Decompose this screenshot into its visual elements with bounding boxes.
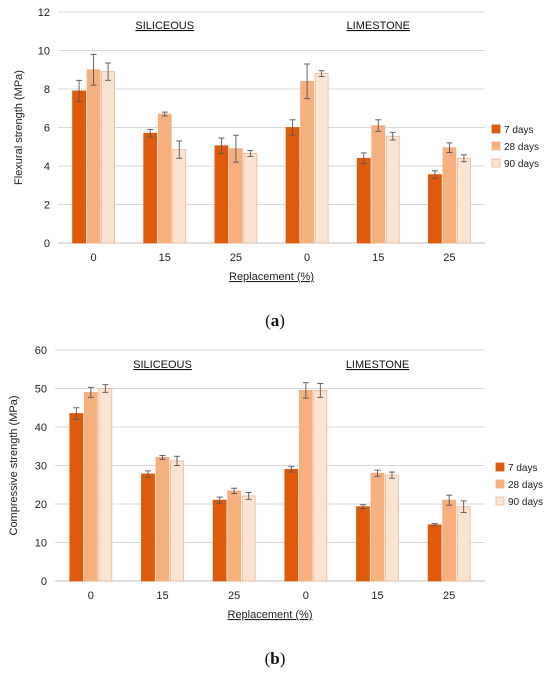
bar <box>227 490 242 582</box>
legend-label: 90 days <box>508 497 543 508</box>
legend-swatch <box>495 479 505 489</box>
y-tick-label: 10 <box>38 46 50 58</box>
x-tick-label: 15 <box>371 590 383 602</box>
x-tick-label: 25 <box>443 590 455 602</box>
bar <box>428 174 442 244</box>
y-tick-label: 60 <box>35 345 47 357</box>
bar <box>172 149 187 244</box>
bar <box>212 499 227 582</box>
x-tick-label: 0 <box>91 252 97 264</box>
y-tick-label: 10 <box>35 538 47 550</box>
bar <box>214 145 229 244</box>
bar <box>456 506 471 582</box>
bar <box>298 390 313 582</box>
y-tick-label: 20 <box>35 499 47 511</box>
legend-swatch <box>495 496 505 506</box>
bar <box>243 153 258 244</box>
bar <box>241 495 256 582</box>
x-tick-label: 0 <box>304 252 310 264</box>
y-tick-label: 12 <box>38 7 50 19</box>
bar <box>155 457 170 582</box>
bar <box>69 413 84 582</box>
x-tick-label: 25 <box>230 252 242 264</box>
legend-label: 28 days <box>504 142 539 153</box>
bar <box>300 80 314 244</box>
bar <box>170 460 184 582</box>
y-axis-title: Compressive strength (MPa) <box>8 396 20 536</box>
bar <box>356 157 371 244</box>
y-tick-label: 0 <box>44 238 50 250</box>
legend-label: 28 days <box>508 480 543 491</box>
x-tick-label: 15 <box>372 252 384 264</box>
legend-label: 7 days <box>504 125 533 136</box>
bar <box>314 73 329 244</box>
group-label: LIMESTONE <box>346 359 409 371</box>
y-tick-label: 40 <box>35 422 47 434</box>
legend-label: 90 days <box>504 159 539 170</box>
bar <box>141 473 155 582</box>
bar <box>356 506 370 582</box>
x-tick-label: 0 <box>303 590 309 602</box>
group-label: LIMESTONE <box>347 20 410 32</box>
y-tick-label: 2 <box>44 200 50 212</box>
y-tick-label: 0 <box>41 576 47 588</box>
group-label: SILICEOUS <box>135 20 194 32</box>
legend-swatch <box>491 124 501 134</box>
panel-caption: (a) <box>265 311 285 330</box>
bar <box>371 125 386 244</box>
y-tick-label: 6 <box>44 123 50 135</box>
flexural-strength-chart: 0 2 4 6 8 10 12 0 15 25 0 15 25 SILICEOUS LIMESTONE Rep… <box>13 7 539 330</box>
bar <box>83 391 98 582</box>
legend-swatch <box>491 158 501 168</box>
x-tick-label: 0 <box>88 590 94 602</box>
y-tick-label: 30 <box>35 461 47 473</box>
y-axis-title: Flexural strength (MPa) <box>13 70 25 185</box>
group-label: SILICEOUS <box>133 359 192 371</box>
bar <box>72 90 86 244</box>
bar <box>370 472 385 582</box>
bar <box>229 148 243 244</box>
bar <box>284 468 299 582</box>
bar <box>457 157 471 244</box>
x-tick-label: 25 <box>443 252 455 264</box>
x-axis-title: Replacement (%) <box>228 609 313 621</box>
panel-caption: (b) <box>265 649 286 668</box>
legend-swatch <box>495 462 505 472</box>
bar <box>385 135 400 244</box>
bar <box>143 132 158 244</box>
bar <box>385 474 399 582</box>
bar <box>157 113 172 244</box>
y-tick-label: 50 <box>35 384 47 396</box>
compressive-strength-chart: 0 10 20 30 40 50 60 0 15 25 0 15 25 SILICEOUS LIMESTON… <box>8 345 543 668</box>
x-axis-title: Replacement (%) <box>229 271 314 283</box>
x-tick-label: 15 <box>156 590 168 602</box>
bar <box>101 71 115 244</box>
bar <box>313 390 328 582</box>
legend-label: 7 days <box>508 463 537 474</box>
x-tick-label: 25 <box>228 590 240 602</box>
y-tick-label: 4 <box>44 161 50 173</box>
bar <box>442 499 457 582</box>
bar <box>427 524 442 582</box>
legend-swatch <box>491 141 501 151</box>
bar <box>285 127 300 244</box>
x-tick-label: 15 <box>159 252 171 264</box>
bar <box>86 69 101 244</box>
bar <box>98 388 113 582</box>
y-tick-label: 8 <box>44 84 50 96</box>
bar <box>442 147 457 244</box>
